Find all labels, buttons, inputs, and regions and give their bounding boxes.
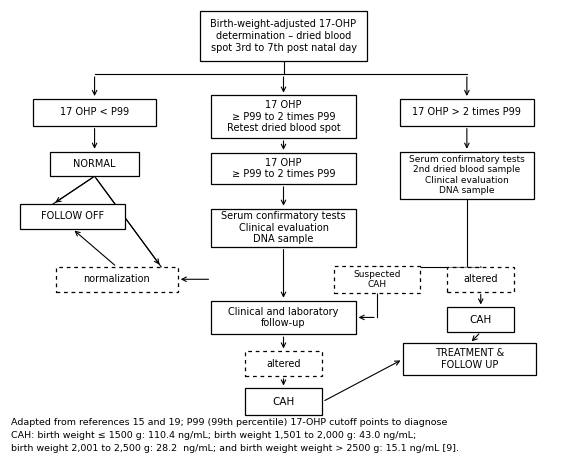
Text: Serum confirmatory tests
Clinical evaluation
DNA sample: Serum confirmatory tests Clinical evalua… [221,211,346,244]
Text: 17 OHP < P99: 17 OHP < P99 [60,107,129,117]
FancyBboxPatch shape [19,204,125,229]
Text: CAH: CAH [272,397,295,407]
Text: altered: altered [463,274,498,284]
FancyBboxPatch shape [400,99,534,126]
Text: TREATMENT &
FOLLOW UP: TREATMENT & FOLLOW UP [435,349,504,370]
Text: 17 OHP
≥ P99 to 2 times P99: 17 OHP ≥ P99 to 2 times P99 [232,158,335,179]
FancyBboxPatch shape [50,152,139,176]
Text: NORMAL: NORMAL [73,159,116,169]
FancyBboxPatch shape [211,153,356,184]
FancyBboxPatch shape [244,388,323,415]
FancyBboxPatch shape [447,267,514,292]
Text: CAH: CAH [469,315,492,325]
Text: Serum confirmatory tests
2nd dried blood sample
Clinical evaluation
DNA sample: Serum confirmatory tests 2nd dried blood… [409,155,524,195]
FancyBboxPatch shape [211,208,356,247]
Text: Clinical and laboratory
follow-up: Clinical and laboratory follow-up [229,306,338,328]
Text: normalization: normalization [83,274,150,284]
Text: Adapted from references 15 and 19; P99 (99th percentile) 17-OHP cutoff points to: Adapted from references 15 and 19; P99 (… [11,419,447,427]
Text: altered: altered [266,359,301,369]
FancyBboxPatch shape [211,300,356,334]
Text: CAH: birth weight ≤ 1500 g: 110.4 ng/mL; birth weight 1,501 to 2,000 g: 43.0 ng/: CAH: birth weight ≤ 1500 g: 110.4 ng/mL;… [11,431,417,440]
Text: 17 OHP
≥ P99 to 2 times P99
Retest dried blood spot: 17 OHP ≥ P99 to 2 times P99 Retest dried… [227,100,340,133]
FancyBboxPatch shape [400,152,534,199]
FancyBboxPatch shape [200,11,367,61]
FancyBboxPatch shape [244,351,323,376]
Text: 17 OHP > 2 times P99: 17 OHP > 2 times P99 [412,107,521,117]
Text: FOLLOW OFF: FOLLOW OFF [41,212,104,221]
FancyBboxPatch shape [211,95,356,138]
FancyBboxPatch shape [334,266,420,293]
Text: Birth-weight-adjusted 17-OHP
determination – dried blood
spot 3rd to 7th post na: Birth-weight-adjusted 17-OHP determinati… [210,19,357,53]
FancyBboxPatch shape [403,344,536,375]
Text: Suspected
CAH: Suspected CAH [353,270,401,289]
FancyBboxPatch shape [56,267,178,292]
Text: birth weight 2,001 to 2,500 g: 28.2  ng/mL; and birth weight weight > 2500 g: 15: birth weight 2,001 to 2,500 g: 28.2 ng/m… [11,443,459,453]
FancyBboxPatch shape [33,99,156,126]
FancyBboxPatch shape [447,307,514,332]
